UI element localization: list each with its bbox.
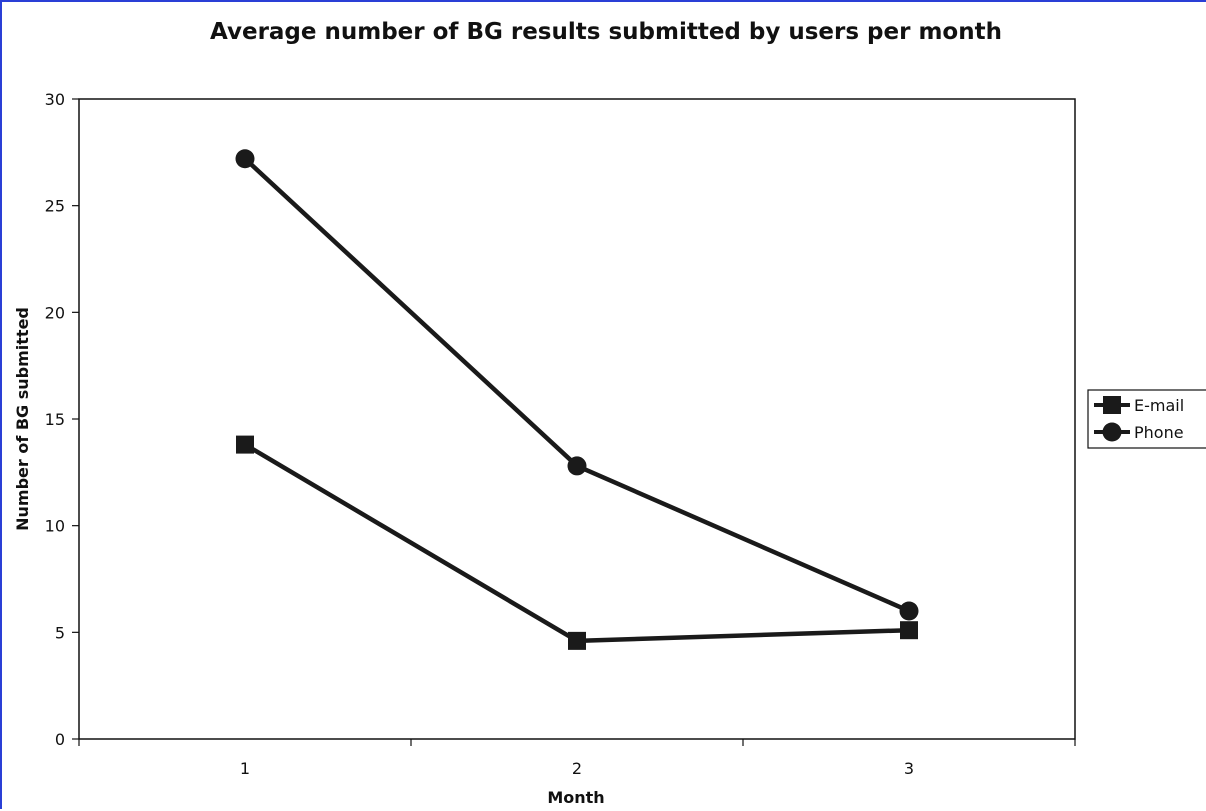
series-phone — [235, 149, 919, 621]
legend-label-phone: Phone — [1134, 423, 1184, 442]
x-tick-label: 1 — [240, 759, 250, 778]
y-tick-label: 0 — [55, 730, 65, 749]
data-point-e-mail — [236, 435, 254, 454]
x-axis: 1 2 3 — [78, 739, 1076, 778]
data-point-phone — [567, 456, 587, 476]
y-tick-label: 30 — [45, 90, 65, 109]
series-line-phone — [243, 157, 910, 614]
y-tick-label: 15 — [45, 410, 65, 429]
legend-label-e-mail: E-mail — [1134, 396, 1184, 415]
y-axis-label: Number of BG submitted — [13, 307, 32, 531]
x-tick-label: 3 — [904, 759, 914, 778]
data-point-phone — [899, 601, 919, 621]
chart-title: Average number of BG results submitted b… — [210, 19, 1002, 45]
y-tick-label: 20 — [45, 303, 65, 322]
x-axis-label: Month — [547, 788, 604, 807]
y-tick-label: 5 — [55, 623, 65, 642]
data-point-e-mail — [568, 631, 586, 650]
legend: E-mail Phone — [1087, 389, 1206, 449]
legend-marker-e-mail — [1103, 396, 1121, 414]
series-group — [235, 149, 919, 650]
y-axis: 0 5 10 15 20 25 30 — [45, 90, 79, 749]
y-tick-label: 25 — [45, 197, 65, 216]
series-e-mail — [236, 435, 918, 650]
legend-box — [1087, 389, 1206, 449]
x-tick-label: 2 — [572, 759, 582, 778]
data-point-phone — [235, 149, 255, 169]
data-point-e-mail — [900, 621, 918, 640]
y-tick-label: 10 — [45, 517, 65, 536]
legend-marker-phone — [1102, 422, 1122, 442]
